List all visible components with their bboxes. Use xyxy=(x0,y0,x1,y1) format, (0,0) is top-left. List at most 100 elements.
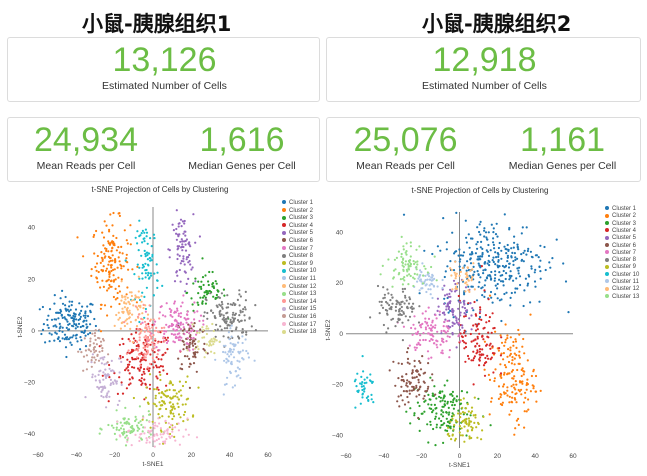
data-point xyxy=(98,379,101,382)
data-point xyxy=(451,412,454,415)
legend-item[interactable]: Cluster 10 xyxy=(605,272,639,278)
data-point xyxy=(148,387,151,390)
data-point xyxy=(404,260,407,263)
legend-item[interactable]: Cluster 13 xyxy=(282,291,316,297)
legend-item[interactable]: Cluster 3 xyxy=(605,221,636,227)
data-point xyxy=(475,314,478,317)
data-point xyxy=(76,325,79,328)
data-point xyxy=(159,378,162,382)
data-point xyxy=(90,359,93,362)
legend-item[interactable]: Cluster 8 xyxy=(282,253,313,259)
data-point xyxy=(144,382,147,385)
legend-item[interactable]: Cluster 5 xyxy=(282,230,313,236)
legend-item[interactable]: Cluster 15 xyxy=(282,306,316,312)
data-point xyxy=(131,313,134,316)
legend-item[interactable]: Cluster 6 xyxy=(605,243,636,249)
data-point xyxy=(140,423,143,426)
legend-item[interactable]: Cluster 7 xyxy=(605,250,636,256)
data-point xyxy=(88,344,91,347)
legend-item[interactable]: Cluster 17 xyxy=(282,322,316,328)
data-point xyxy=(149,331,152,334)
x-axis-title: t-SNE1 xyxy=(143,461,164,468)
legend-item[interactable]: Cluster 2 xyxy=(282,208,313,214)
data-point xyxy=(182,294,185,297)
legend-item[interactable]: Cluster 13 xyxy=(605,294,639,300)
legend-item[interactable]: Cluster 2 xyxy=(605,213,636,219)
data-point xyxy=(174,426,177,429)
data-point xyxy=(92,342,95,345)
legend-label: Cluster 3 xyxy=(289,215,314,222)
data-point xyxy=(138,336,141,339)
data-point xyxy=(60,314,63,317)
legend-swatch xyxy=(282,276,286,281)
data-point xyxy=(488,344,491,347)
legend-item[interactable]: Cluster 16 xyxy=(282,314,316,320)
cluster-points-13 xyxy=(98,405,166,447)
legend-item[interactable]: Cluster 8 xyxy=(605,257,636,263)
data-point xyxy=(507,360,511,364)
data-point xyxy=(137,421,140,424)
data-point xyxy=(519,283,522,287)
data-point xyxy=(77,322,81,325)
data-point xyxy=(146,345,149,348)
legend-item[interactable]: Cluster 1 xyxy=(282,200,313,206)
data-point xyxy=(408,380,411,383)
legend-item[interactable]: Cluster 1 xyxy=(605,206,636,212)
data-point xyxy=(442,411,445,414)
data-point xyxy=(169,310,172,314)
legend-item[interactable]: Cluster 18 xyxy=(282,329,316,335)
data-point xyxy=(71,300,74,303)
legend-item[interactable]: Cluster 4 xyxy=(605,228,636,234)
data-point xyxy=(103,256,106,259)
data-point xyxy=(449,309,452,312)
legend-item[interactable]: Cluster 9 xyxy=(282,261,313,267)
data-point xyxy=(441,287,444,290)
data-point xyxy=(188,346,191,349)
legend-item[interactable]: Cluster 7 xyxy=(282,246,313,252)
x-tick-label: −60 xyxy=(340,453,351,460)
data-point xyxy=(189,263,192,266)
data-point xyxy=(164,440,167,443)
legend-swatch xyxy=(282,261,286,266)
data-point xyxy=(158,442,161,446)
data-point xyxy=(495,256,498,259)
data-point xyxy=(90,274,93,277)
legend-item[interactable]: Cluster 6 xyxy=(282,238,313,244)
legend-item[interactable]: Cluster 12 xyxy=(282,284,316,290)
legend-item[interactable]: Cluster 11 xyxy=(605,279,639,285)
data-point xyxy=(182,435,185,438)
legend-item[interactable]: Cluster 11 xyxy=(282,276,316,282)
data-point xyxy=(145,343,148,346)
data-point xyxy=(176,257,179,261)
data-point xyxy=(120,245,123,248)
data-point xyxy=(74,315,77,318)
data-point xyxy=(157,388,160,391)
data-point xyxy=(499,280,503,283)
data-point xyxy=(444,318,447,321)
legend-item[interactable]: Cluster 5 xyxy=(605,235,636,241)
data-point xyxy=(190,297,193,300)
data-point xyxy=(115,428,118,431)
data-point xyxy=(153,427,156,430)
legend-item[interactable]: Cluster 10 xyxy=(282,268,316,274)
legend-item[interactable]: Cluster 14 xyxy=(282,299,316,305)
data-point xyxy=(183,328,186,331)
data-point xyxy=(157,417,160,420)
legend-item[interactable]: Cluster 3 xyxy=(282,215,313,221)
data-point xyxy=(483,368,486,371)
legend-item[interactable]: Cluster 9 xyxy=(605,264,636,270)
data-point xyxy=(469,262,473,265)
data-point xyxy=(457,307,460,310)
legend-item[interactable]: Cluster 12 xyxy=(605,286,639,292)
data-point xyxy=(353,380,356,383)
legend-item[interactable]: Cluster 4 xyxy=(282,223,313,229)
data-point xyxy=(152,424,155,427)
data-point xyxy=(388,304,391,307)
data-point xyxy=(121,392,125,395)
data-point xyxy=(459,314,462,317)
data-point xyxy=(244,308,247,311)
data-point xyxy=(147,322,150,325)
data-point xyxy=(156,330,159,333)
data-point xyxy=(188,386,191,389)
data-point xyxy=(474,252,477,255)
